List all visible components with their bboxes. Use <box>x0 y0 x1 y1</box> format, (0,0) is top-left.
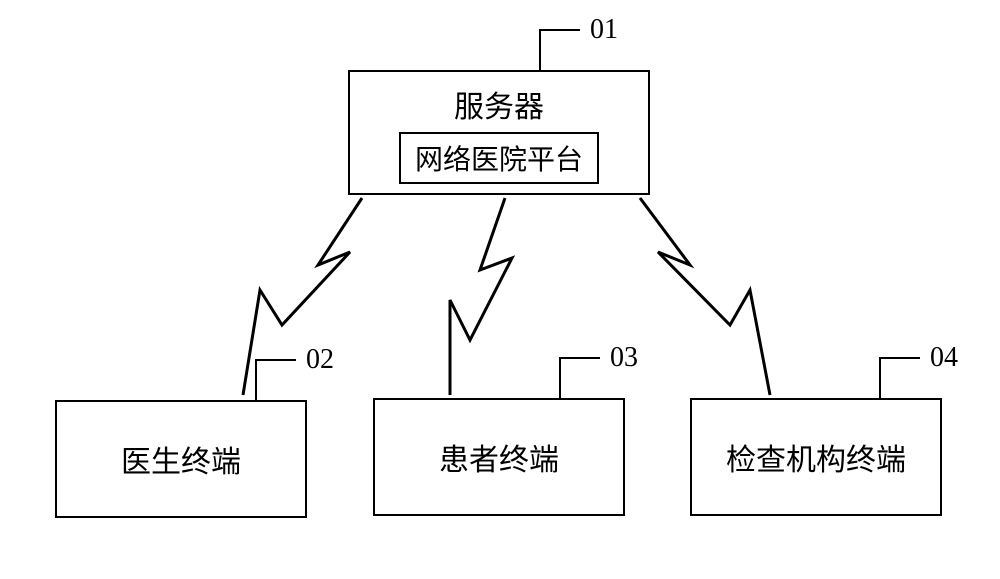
callout-line-03 <box>560 358 600 398</box>
patient-terminal-label: 患者终端 <box>439 435 559 479</box>
patient-terminal-box: 患者终端 <box>373 398 625 516</box>
inspect-terminal-label: 检查机构终端 <box>726 435 906 479</box>
server-box: 服务器 网络医院平台 <box>348 70 650 195</box>
inspect-terminal-box: 检查机构终端 <box>690 398 942 516</box>
callout-line-02 <box>256 360 296 400</box>
callout-line-01 <box>540 30 580 70</box>
callout-line-04 <box>880 358 920 398</box>
doctor-terminal-box: 医生终端 <box>55 400 307 518</box>
server-title: 服务器 <box>454 82 544 126</box>
bolt-to-04 <box>640 198 770 395</box>
server-platform-box: 网络医院平台 <box>399 132 599 184</box>
bolt-to-03 <box>450 198 512 395</box>
doctor-terminal-label: 医生终端 <box>121 437 241 481</box>
callout-label-02: 02 <box>306 344 334 376</box>
callout-label-04: 04 <box>930 342 958 374</box>
bolt-to-02 <box>243 198 362 395</box>
diagram-canvas: 服务器 网络医院平台 医生终端 患者终端 检查机构终端 01 02 03 04 <box>0 0 1000 579</box>
callout-label-03: 03 <box>610 342 638 374</box>
callout-label-01: 01 <box>590 14 618 46</box>
